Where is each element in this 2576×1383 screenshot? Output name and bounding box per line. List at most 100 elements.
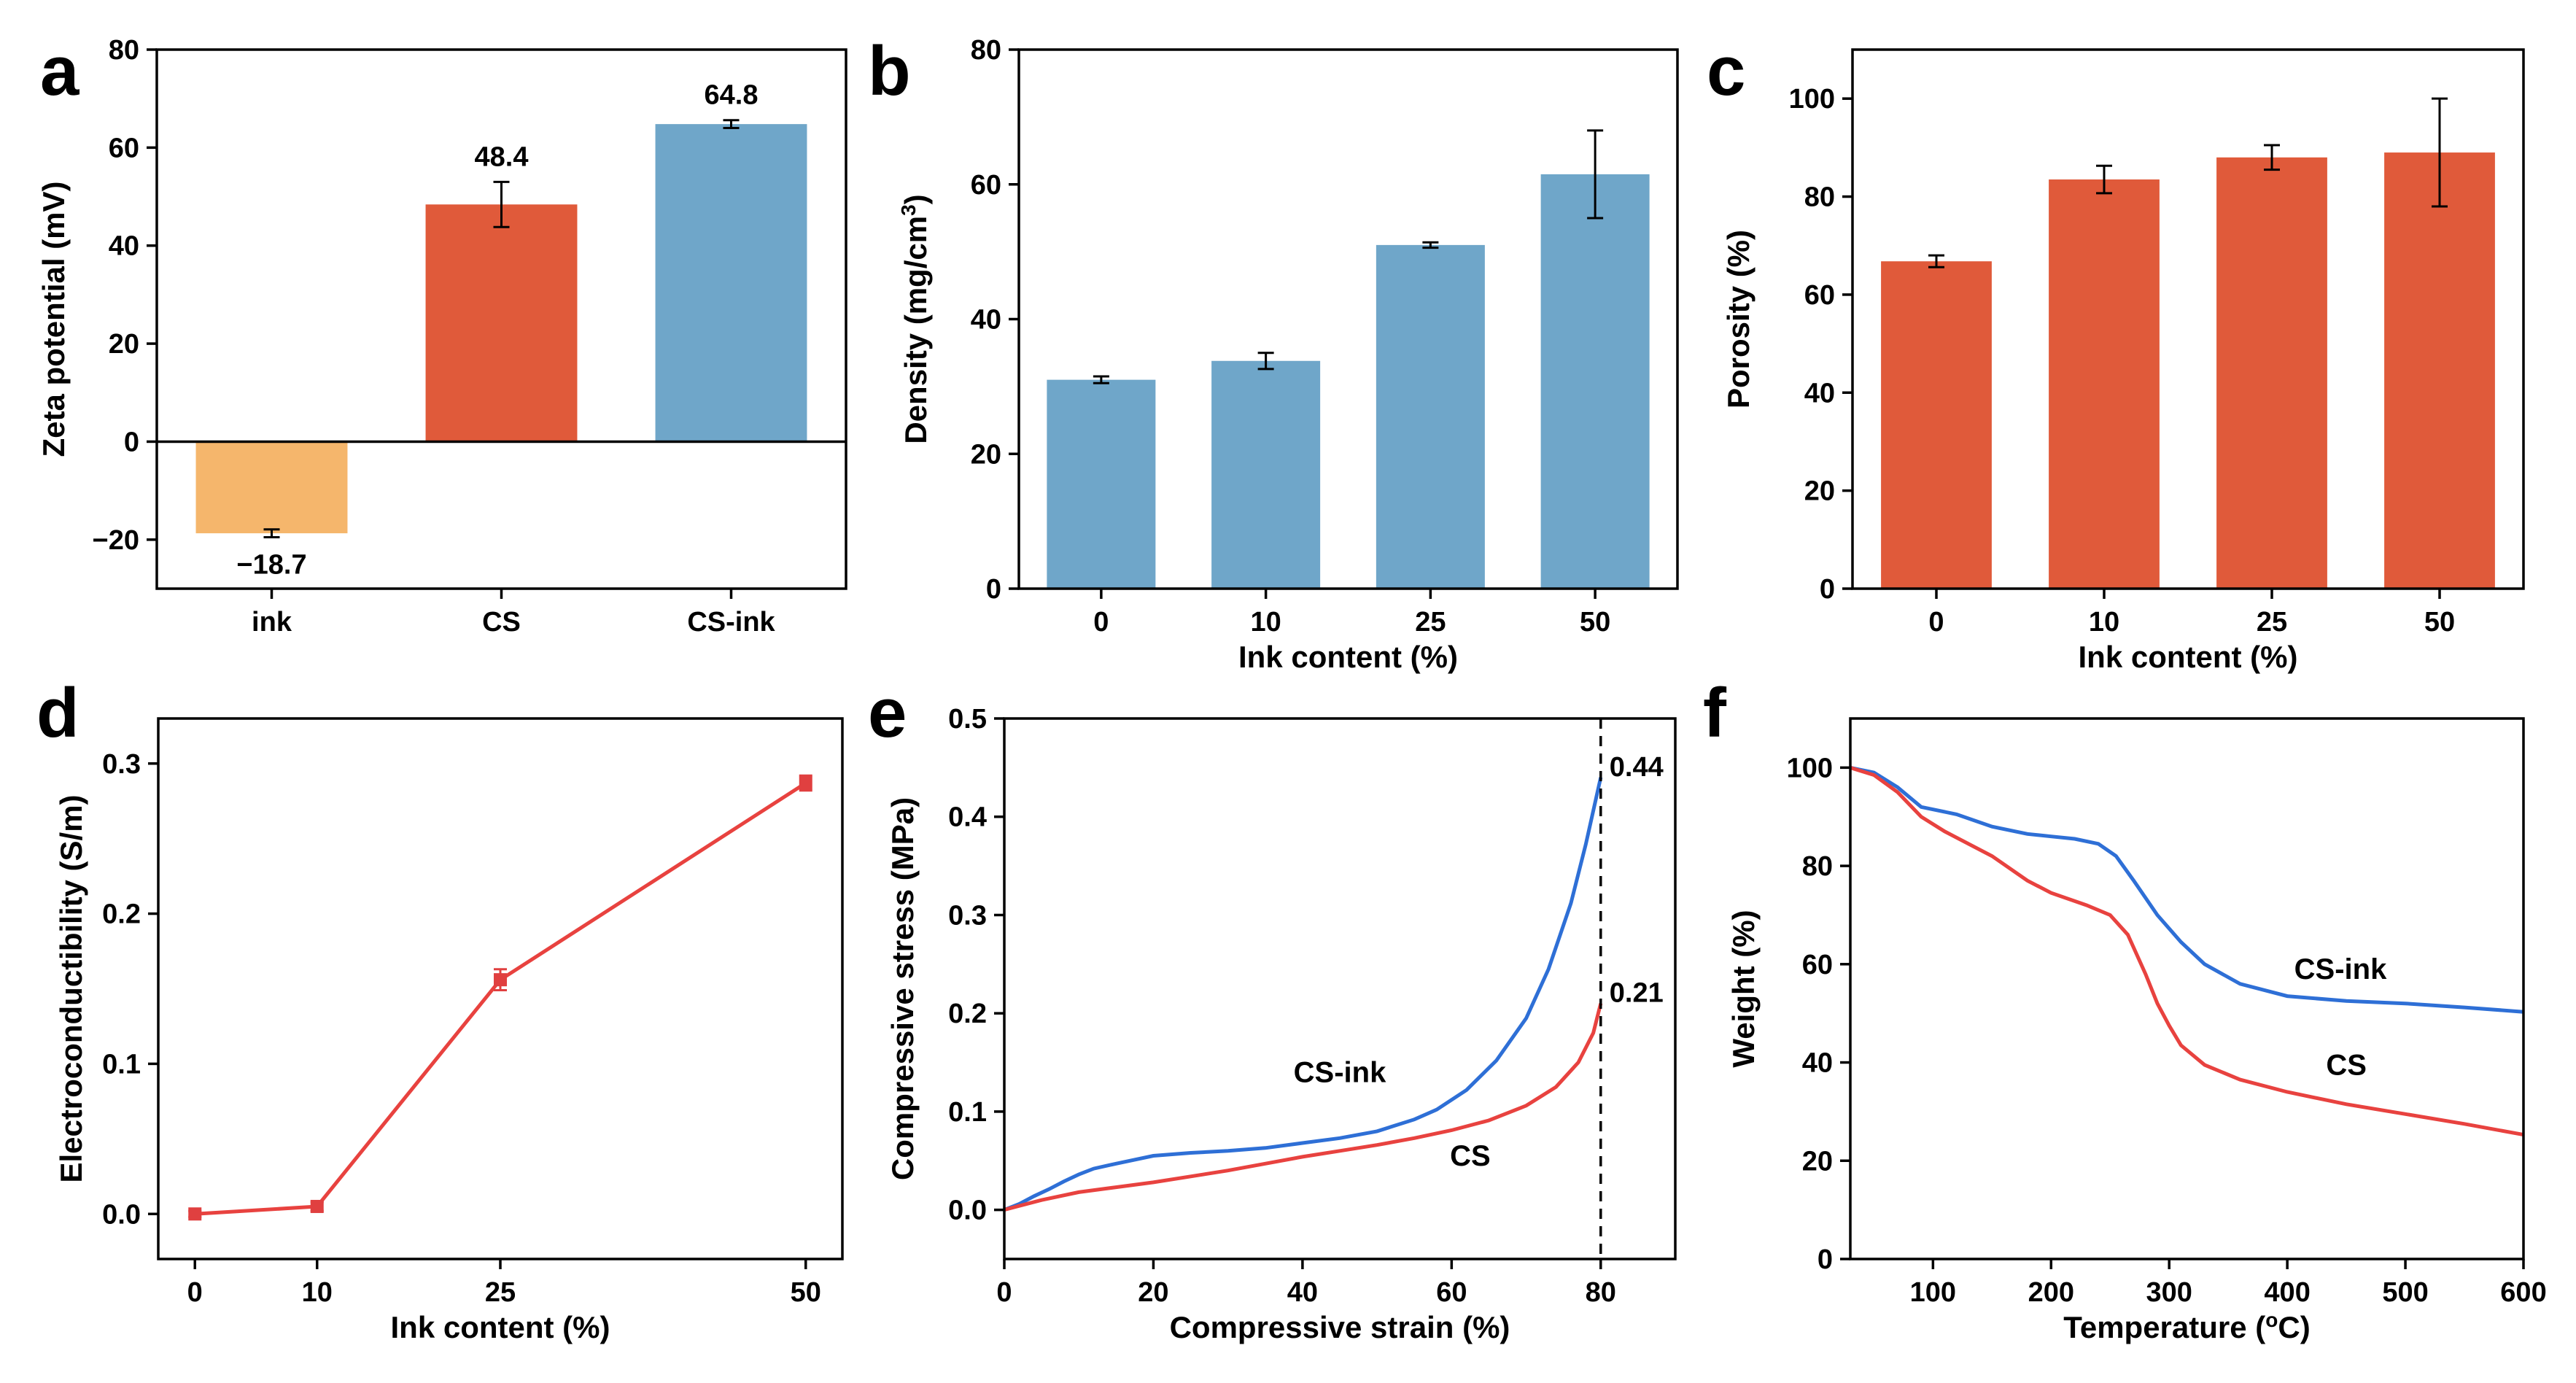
x-tick-label: 20 (1138, 1277, 1168, 1308)
y-tick-label: 80 (109, 35, 139, 66)
bar-10 (2049, 179, 2160, 589)
y-tick-label: 60 (109, 133, 139, 163)
y-axis-title: Electroconductibility (S/m) (54, 794, 88, 1182)
plot-frame (1851, 48, 2525, 590)
y-tick-label: 40 (1804, 378, 1835, 408)
y-tick-label: 20 (1804, 476, 1835, 507)
axis-title-part: Density (mg/cm (899, 216, 933, 444)
y-tick-label: 40 (1802, 1048, 1833, 1079)
x-axis-title: Ink content (%) (1238, 640, 1458, 674)
value-label: 64.8 (705, 80, 759, 111)
panel-d: 0.0 0.1 0.2 0.3 0 10 25 50 Ink content (%) Electr… (54, 717, 844, 1344)
x-axis-title: Compressive strain (%) (1170, 1310, 1510, 1344)
x-tick-label: 60 (1436, 1277, 1467, 1308)
y-tick-label: 80 (971, 35, 1001, 66)
label-cs-ink: CS-ink (2294, 953, 2387, 985)
label-cs-ink: CS-ink (1294, 1056, 1386, 1088)
data-point (310, 1199, 324, 1213)
x-tick-label: ink (252, 607, 292, 638)
x-tick-label: 0 (996, 1277, 1012, 1308)
x-tick-label: 500 (2382, 1277, 2428, 1308)
bar-25 (1376, 244, 1485, 589)
y-axis-title: Porosity (%) (1721, 230, 1756, 408)
panel-letter-d: d (36, 674, 79, 752)
panel-c: 0 10 25 50 0 20 40 60 80 100 Ink content (%) Porosi… (1721, 48, 2525, 674)
y-tick-label: 0 (124, 427, 139, 457)
bar-ink (195, 441, 348, 534)
panel-a: ink −18.7 CS 48.4 CS-ink 64.8 −20 0 20 40 60 80 Zeta… (36, 35, 847, 638)
y-tick-label: 60 (971, 170, 1001, 201)
x-tick-label: 0 (187, 1277, 203, 1308)
x-tick-label: 50 (1580, 607, 1610, 638)
x-tick-label: 80 (1586, 1277, 1616, 1308)
x-tick-label: 600 (2500, 1277, 2546, 1308)
x-tick-label: 40 (1287, 1277, 1318, 1308)
axis-title-part: ) (899, 194, 933, 204)
x-tick-label: CS (482, 607, 521, 638)
panel-e: 0.0 0.1 0.2 0.3 0.4 0.5 0 20 40 60 80 Compressive s… (885, 704, 1677, 1344)
y-tick-label: 0 (1820, 574, 1835, 605)
x-tick-label: 200 (2028, 1277, 2074, 1308)
y-tick-label: 0.2 (948, 999, 987, 1029)
bar-0 (1881, 261, 1992, 589)
x-tick-label: 50 (791, 1277, 821, 1308)
axis-title-part: o (2265, 1309, 2278, 1331)
x-tick-label: 400 (2264, 1277, 2310, 1308)
axis-title-part: Temperature ( (2063, 1310, 2265, 1344)
y-tick-label: 0.3 (102, 749, 141, 780)
panel-b: 0 10 25 50 0 20 40 60 80 Ink content (%) Density (… (897, 35, 1679, 674)
x-tick-label: 100 (1910, 1277, 1956, 1308)
x-tick-label: 25 (485, 1277, 516, 1308)
bar-50 (2384, 152, 2495, 589)
y-tick-label: 20 (1802, 1146, 1833, 1177)
conductivity-line (195, 781, 807, 1216)
curve-CS (1004, 1003, 1603, 1212)
curve-CS-ink (1004, 777, 1603, 1212)
value-label: 48.4 (475, 142, 529, 172)
x-tick-label: 0 (1093, 607, 1109, 638)
label-cs: CS (2326, 1049, 2367, 1081)
y-tick-label: 20 (109, 329, 139, 360)
label-cs: CS (1450, 1140, 1491, 1172)
curve-CS-ink (1850, 765, 2524, 1014)
x-tick-label: 50 (2424, 607, 2455, 638)
panel-letter-c: c (1707, 32, 1745, 110)
bar-0 (1047, 379, 1156, 589)
y-tick-label: 20 (971, 439, 1001, 470)
y-tick-label: 0.5 (948, 704, 987, 735)
bar-10 (1211, 360, 1321, 589)
x-tick-label: 25 (2257, 607, 2287, 638)
y-tick-label: 100 (1789, 84, 1835, 115)
plot-frame (1849, 717, 2525, 1260)
axis-title-part: C) (2278, 1310, 2310, 1344)
axis-title-part: 3 (897, 204, 920, 216)
y-tick-label: 0.0 (948, 1196, 987, 1226)
y-tick-label: 0.1 (948, 1097, 987, 1128)
panel-letter-e: e (868, 674, 907, 752)
x-axis-title: Ink content (%) (2079, 640, 2298, 674)
y-tick-label: 40 (971, 305, 1001, 336)
curve-CS (1850, 766, 2524, 1137)
x-tick-label: 10 (302, 1277, 333, 1308)
y-tick-label: 0.3 (948, 900, 987, 931)
bar-25 (2216, 157, 2327, 589)
value-label: −18.7 (236, 549, 306, 580)
y-tick-label: 40 (109, 231, 139, 262)
y-axis-title: Zeta potential (mV) (36, 181, 71, 457)
data-point (799, 776, 812, 790)
x-tick-label: 25 (1415, 607, 1446, 638)
bar-CS-ink (655, 124, 807, 442)
y-tick-label: 0.2 (102, 899, 141, 930)
y-tick-label: 0 (1817, 1244, 1833, 1275)
y-tick-label: 0.1 (102, 1049, 141, 1080)
x-axis-title: Ink content (%) (391, 1310, 610, 1344)
y-tick-label: −20 (93, 525, 139, 556)
y-tick-label: 80 (1802, 851, 1833, 882)
peak-label-cs: 0.21 (1610, 978, 1664, 1009)
panel-letter-b: b (868, 32, 911, 110)
y-tick-label: 80 (1804, 182, 1835, 213)
y-tick-label: 0.4 (948, 802, 987, 833)
x-tick-label: CS-ink (687, 607, 775, 638)
y-axis-title: Compressive stress (MPa) (885, 797, 920, 1180)
y-tick-label: 60 (1802, 950, 1833, 980)
